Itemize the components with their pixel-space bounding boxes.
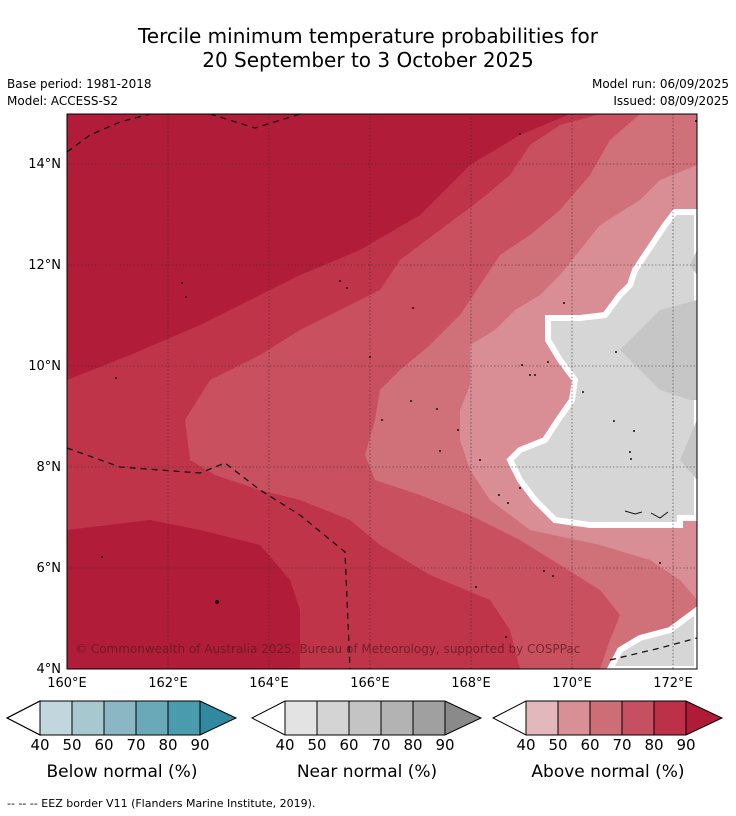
map-frame xyxy=(66,113,698,670)
colorbar-max-arrow xyxy=(200,701,236,735)
lat-label: 10°N xyxy=(28,359,61,374)
base-period: Base period: 1981-2018 xyxy=(7,77,152,91)
colorbar-tick: 70 xyxy=(371,736,391,754)
colorbar-swatch xyxy=(558,701,590,735)
colorbar-tick: 40 xyxy=(516,736,536,754)
colorbar-swatch xyxy=(72,701,104,735)
zone-near-40 xyxy=(506,209,697,528)
colorbar-tick: 90 xyxy=(435,736,455,754)
lon-label: 170°E xyxy=(552,676,592,691)
model-run: Model run: 06/09/2025 xyxy=(591,77,729,91)
chart-title-line1: Tercile minimum temperature probabilitie… xyxy=(137,24,599,48)
colorbar-swatch xyxy=(526,701,558,735)
colorbar-max-arrow xyxy=(686,701,722,735)
colorbar-label-near: Near normal (%) xyxy=(296,762,438,782)
colorbar-near xyxy=(251,700,483,736)
colorbar-tick: 70 xyxy=(612,736,632,754)
lat-label: 4°N xyxy=(37,662,62,677)
colorbar-tick: 90 xyxy=(190,736,210,754)
colorbar-tick: 50 xyxy=(62,736,82,754)
colorbar-swatch xyxy=(622,701,654,735)
lon-label: 172°E xyxy=(653,676,693,691)
colorbar-above xyxy=(492,700,724,736)
colorbar-tick: 40 xyxy=(275,736,295,754)
lat-axis: 14°N 12°N 10°N 8°N 6°N 4°N xyxy=(28,157,61,677)
lat-label: 8°N xyxy=(37,460,62,475)
colorbar-label-below: Below normal (%) xyxy=(46,762,198,782)
colorbar-min-arrow xyxy=(252,701,285,735)
colorbar-swatch xyxy=(654,701,686,735)
colorbar-swatch xyxy=(136,701,168,735)
colorbar-max-arrow xyxy=(445,701,481,735)
colorbar-tick: 40 xyxy=(30,736,50,754)
copyright-text: © Commonwealth of Australia 2025, Bureau… xyxy=(75,642,580,656)
colorbar-swatch xyxy=(317,701,349,735)
lat-label: 12°N xyxy=(28,258,61,273)
eez-borders xyxy=(67,114,697,669)
colorbar-tick: 60 xyxy=(339,736,359,754)
map-fill-layers xyxy=(67,114,697,669)
colorbar-swatch xyxy=(40,701,72,735)
colorbar-swatch xyxy=(104,701,136,735)
colorbar-tick: 80 xyxy=(158,736,178,754)
islands xyxy=(101,120,697,638)
lat-label: 14°N xyxy=(28,157,61,172)
colorbar-swatch xyxy=(590,701,622,735)
lon-label: 160°E xyxy=(47,676,87,691)
colorbar-swatch xyxy=(413,701,445,735)
colorbar-swatch xyxy=(349,701,381,735)
island-outlines xyxy=(624,510,669,519)
lon-axis: 160°E 162°E 164°E 166°E 168°E 170°E 172°… xyxy=(47,676,693,691)
lon-label: 164°E xyxy=(249,676,289,691)
lon-label: 162°E xyxy=(148,676,188,691)
colorbar-swatch xyxy=(381,701,413,735)
issued-date: Issued: 08/09/2025 xyxy=(613,94,729,108)
colorbar-min-arrow xyxy=(493,701,526,735)
colorbar-tick: 90 xyxy=(676,736,696,754)
colorbar-label-above: Above normal (%) xyxy=(531,762,685,782)
probability-map: © Commonwealth of Australia 2025, Bureau… xyxy=(28,113,698,691)
colorbar-below xyxy=(6,700,238,736)
gridlines xyxy=(67,114,697,669)
colorbar-tick: 50 xyxy=(548,736,568,754)
chart-title-line2: 20 September to 3 October 2025 xyxy=(202,48,534,72)
model-name: Model: ACCESS-S2 xyxy=(7,94,119,108)
colorbar-tick: 70 xyxy=(126,736,146,754)
colorbar-tick: 50 xyxy=(307,736,327,754)
zone-near-50 xyxy=(620,250,697,480)
colorbar-min-arrow xyxy=(6,700,41,736)
colorbar-swatch xyxy=(285,701,317,735)
lon-label: 168°E xyxy=(451,676,491,691)
colorbar-swatch xyxy=(168,701,200,735)
lon-label: 166°E xyxy=(350,676,390,691)
colorbar-tick: 60 xyxy=(94,736,114,754)
colorbar-tick: 80 xyxy=(644,736,664,754)
lat-label: 6°N xyxy=(37,561,62,576)
colorbar-tick: 60 xyxy=(580,736,600,754)
eez-legend-footer: -- -- -- EEZ border V11 (Flanders Marine… xyxy=(7,797,316,810)
colorbar-tick: 80 xyxy=(403,736,423,754)
